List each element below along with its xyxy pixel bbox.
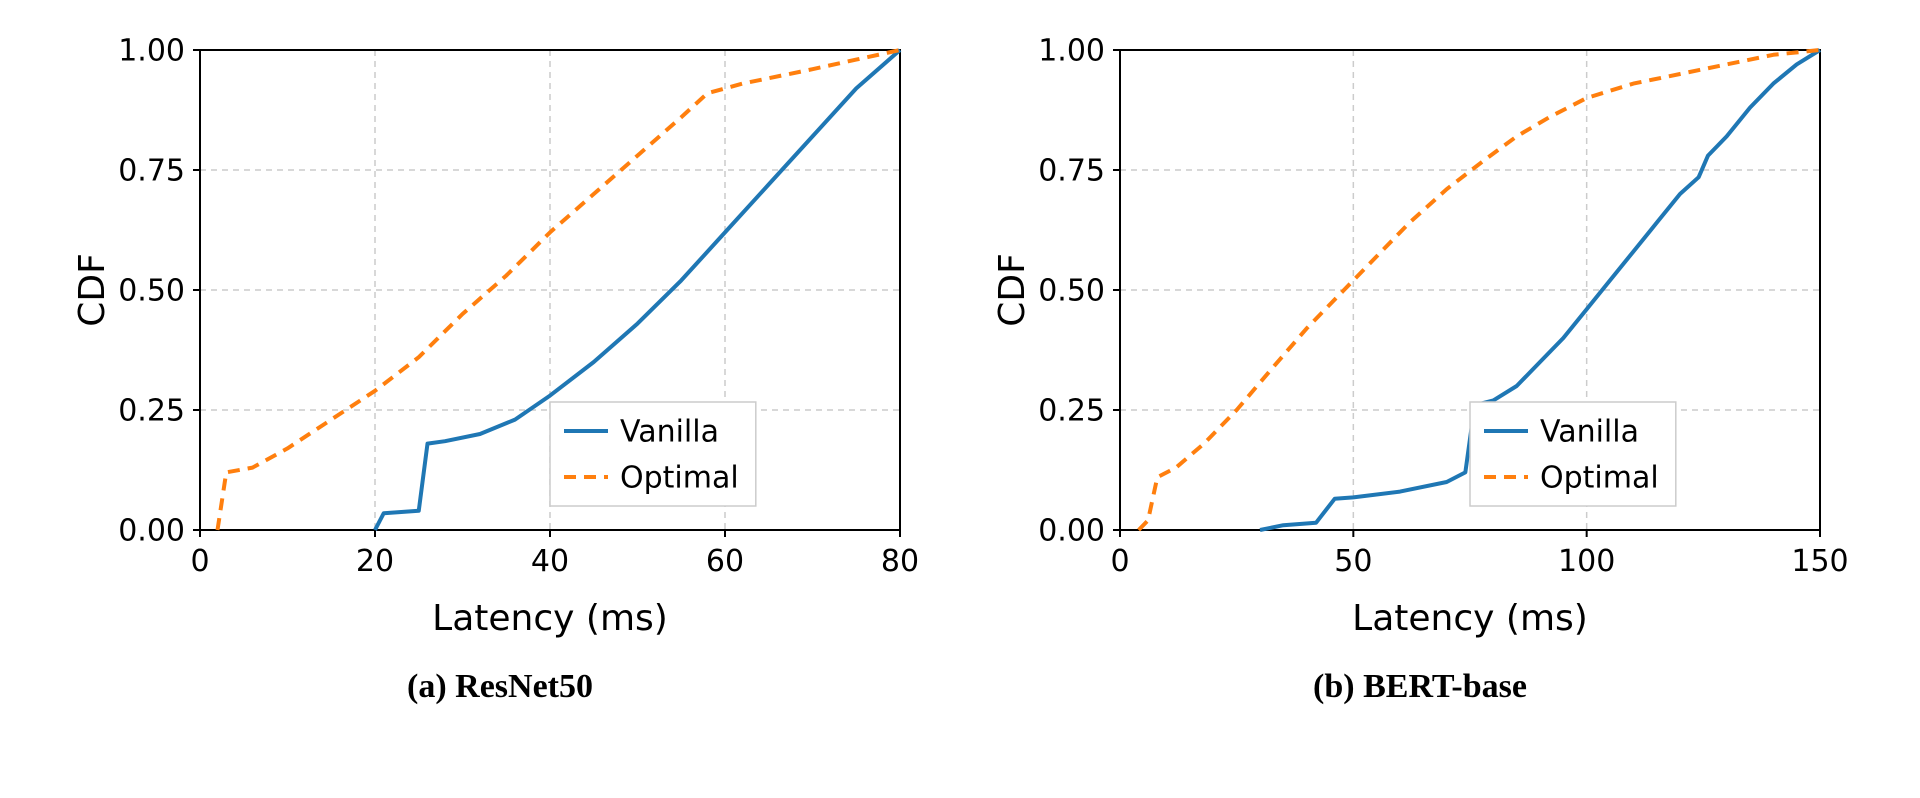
svg-text:0.00: 0.00 <box>118 514 185 549</box>
svg-text:Vanilla: Vanilla <box>1540 415 1639 450</box>
charts-container: 0 20 40 60 80 0.00 0.25 0.50 0.75 1.00 Latency (ms… <box>20 20 1900 706</box>
svg-text:80: 80 <box>881 544 919 579</box>
panel-resnet50: 0 20 40 60 80 0.00 0.25 0.50 0.75 1.00 Latency (ms… <box>70 20 930 706</box>
svg-text:40: 40 <box>531 544 569 579</box>
svg-text:0.50: 0.50 <box>1038 274 1105 309</box>
caption-resnet50: (a) ResNet50 <box>407 668 593 706</box>
svg-text:Optimal: Optimal <box>1540 461 1659 496</box>
chart-bert-base: 0 50 100 150 0.00 0.25 0.50 0.75 1.00 Latency (ms… <box>990 20 1850 660</box>
svg-text:0.00: 0.00 <box>1038 514 1105 549</box>
svg-text:20: 20 <box>356 544 394 579</box>
svg-text:50: 50 <box>1334 544 1372 579</box>
svg-text:0: 0 <box>1110 544 1129 579</box>
svg-text:0: 0 <box>190 544 209 579</box>
svg-text:Latency (ms): Latency (ms) <box>1352 598 1588 639</box>
svg-text:0.75: 0.75 <box>1038 154 1105 189</box>
svg-text:0.50: 0.50 <box>118 274 185 309</box>
svg-text:Latency (ms): Latency (ms) <box>432 598 668 639</box>
svg-text:60: 60 <box>706 544 744 579</box>
svg-text:Vanilla: Vanilla <box>620 415 719 450</box>
svg-text:0.75: 0.75 <box>118 154 185 189</box>
svg-text:150: 150 <box>1791 544 1848 579</box>
svg-text:Optimal: Optimal <box>620 461 739 496</box>
caption-bert-base: (b) BERT-base <box>1313 668 1527 706</box>
svg-text:100: 100 <box>1558 544 1615 579</box>
svg-text:CDF: CDF <box>72 253 113 327</box>
svg-text:0.25: 0.25 <box>1038 394 1105 429</box>
panel-bert-base: 0 50 100 150 0.00 0.25 0.50 0.75 1.00 Latency (ms… <box>990 20 1850 706</box>
svg-text:CDF: CDF <box>992 253 1033 327</box>
svg-text:1.00: 1.00 <box>1038 34 1105 69</box>
chart-resnet50: 0 20 40 60 80 0.00 0.25 0.50 0.75 1.00 Latency (ms… <box>70 20 930 660</box>
svg-text:1.00: 1.00 <box>118 34 185 69</box>
svg-text:0.25: 0.25 <box>118 394 185 429</box>
